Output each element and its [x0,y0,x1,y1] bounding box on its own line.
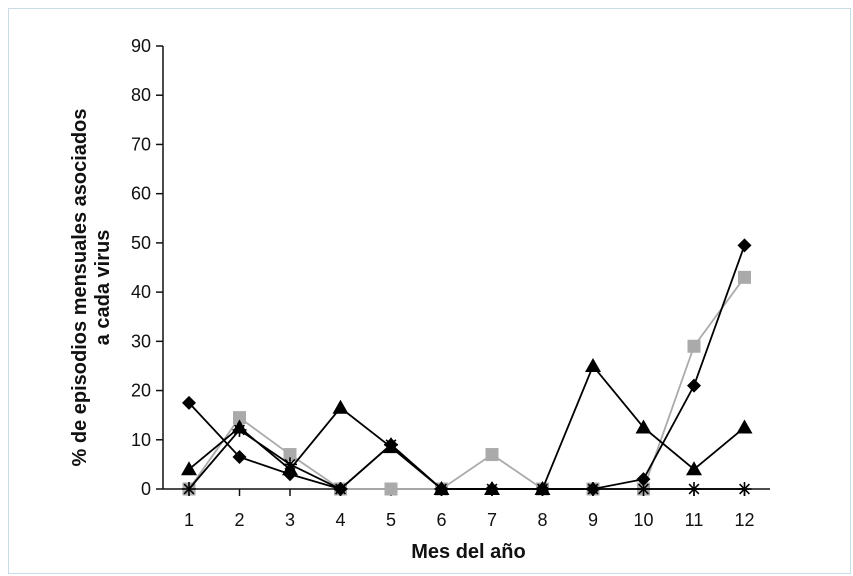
y-tick-label: 70 [131,134,151,154]
data-point-hmpv-stroke [183,483,195,495]
data-point-hbov [485,448,499,462]
x-tick-label: 8 [537,510,547,530]
data-point-rv [686,461,702,476]
data-point-hmpv [232,422,247,437]
data-point-rsv [737,238,752,253]
series-line-hbov [188,276,746,490]
data-point-hmpv [434,482,449,496]
x-axis-title: Mes del año [411,541,525,563]
data-point-hmpv [384,437,398,452]
data-point-hmpv [535,482,550,496]
data-point-hbov [687,339,701,353]
data-point-hmpv [485,482,499,496]
data-point-hbov [233,411,246,425]
y-tick-label: 10 [131,430,151,450]
x-tick-label: 4 [335,510,345,530]
data-point-hbov [384,482,398,496]
data-point-hmpv-stroke [234,424,245,436]
data-point-rv [736,419,753,434]
data-point-hmpv-stroke [284,458,296,470]
x-tick-label: 10 [633,510,653,530]
y-tick-label: 0 [141,479,151,499]
y-axis-title-line2: a cada virus [92,230,114,346]
data-point-rsv [687,378,701,393]
data-point-rsv [232,450,247,465]
data-point-hmpv-stroke [739,483,750,495]
data-point-hmpv [586,482,600,496]
data-point-rsv [182,395,196,410]
y-tick-label: 30 [131,331,151,351]
data-point-hmpv [737,482,752,496]
data-point-hmpv [687,482,701,496]
x-tick-label: 5 [386,510,396,530]
data-point-rsv [636,472,651,487]
data-point-hbov [283,448,297,462]
data-point-hmpv-stroke [638,483,649,495]
y-tick-label: 50 [131,233,151,253]
data-point-hmpv-stroke [587,483,599,495]
x-tick-label: 7 [487,510,497,530]
y-tick-label: 90 [131,36,151,56]
x-tick-label: 9 [588,510,598,530]
y-tick-label: 80 [131,85,151,105]
data-point-hmpv-stroke [436,483,447,495]
y-axis-title: % de episodios mensuales asociados [69,109,91,467]
data-point-hmpv [636,482,651,496]
x-tick-label: 12 [734,510,754,530]
x-tick-label: 1 [184,510,194,530]
data-point-rv [181,461,197,476]
data-point-hmpv [283,457,297,472]
y-tick-label: 60 [131,184,151,204]
data-point-hmpv-stroke [335,483,346,495]
data-point-hmpv-stroke [486,483,498,495]
data-point-hmpv [182,482,196,496]
series-line-hmpv [188,428,745,491]
data-point-hmpv-stroke [385,439,397,451]
x-tick-label: 11 [685,510,704,530]
data-point-hbov [738,270,751,284]
series-line-rv [188,364,746,490]
x-tick-label: 6 [436,510,446,530]
y-tick-label: 20 [131,381,151,401]
data-point-rv [635,419,652,434]
x-tick-label: 3 [285,510,295,530]
y-tick-label: 40 [131,282,151,302]
x-tick-label: 2 [234,510,244,530]
data-point-hmpv-stroke [688,483,700,495]
data-point-hmpv [333,482,348,496]
data-point-hmpv-stroke [537,483,548,495]
data-point-rv [332,399,349,414]
data-point-rv [585,357,601,372]
